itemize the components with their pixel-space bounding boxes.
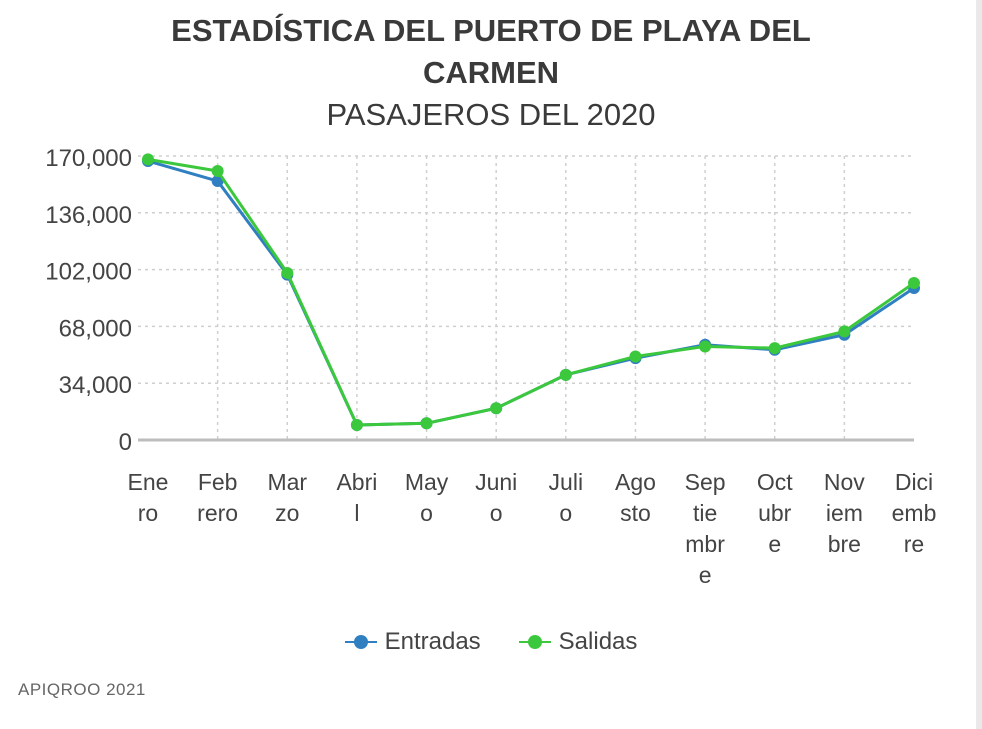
x-tick-label: Dici emb re: [892, 469, 937, 557]
x-tick-label: Sep tie mbr e: [685, 469, 726, 588]
data-point-salidas: [281, 266, 294, 279]
data-point-salidas: [908, 276, 920, 289]
chart-title-line-1: ESTADÍSTICA DEL PUERTO DE PLAYA DEL: [171, 13, 811, 48]
legend-label-entradas: Entradas: [384, 628, 481, 655]
series-line-salidas: [147, 157, 915, 427]
legend-label-salidas: Salidas: [558, 628, 638, 655]
data-point-salidas: [838, 325, 851, 338]
y-tick-label: 34,000: [59, 372, 132, 399]
scroll-edge: [976, 0, 982, 729]
legend-marker-entradas: [344, 634, 377, 650]
data-point-salidas: [629, 350, 642, 363]
series-line-entradas: [147, 159, 915, 427]
chart-title-line-2: CARMEN: [422, 55, 560, 90]
data-point-salidas: [559, 368, 572, 381]
y-tick-label: 68,000: [59, 315, 132, 342]
x-tick-label: Juni o: [475, 469, 517, 526]
x-tick-label: Oct ubr e: [757, 469, 793, 557]
x-tick-label: Feb rero: [197, 469, 238, 526]
x-tick-label: Juli o: [549, 469, 584, 526]
x-tick-label: Abri l: [336, 469, 377, 526]
x-tick-label: Ene ro: [128, 469, 169, 526]
y-tick-label: 0: [119, 429, 132, 456]
source-note: APIQROO 2021: [18, 680, 146, 699]
legend-item-entradas[interactable]: Entradas: [344, 628, 481, 656]
data-point-salidas: [490, 402, 503, 415]
y-tick-label: 136,000: [45, 202, 132, 229]
data-point-salidas: [768, 342, 781, 355]
data-point-salidas: [350, 418, 363, 431]
x-tick-label: Ago sto: [615, 469, 656, 526]
x-tick-label: May o: [405, 469, 449, 526]
data-point-salidas: [699, 340, 712, 353]
x-tick-label: Nov iem bre: [824, 469, 865, 557]
data-point-salidas: [211, 165, 224, 178]
chart-subtitle: PASAJEROS DEL 2020: [326, 97, 656, 132]
legend-marker-salidas: [518, 634, 551, 650]
chart-legend: Entradas Salidas: [0, 628, 982, 656]
y-tick-label: 102,000: [45, 259, 132, 286]
data-point-salidas: [142, 153, 154, 166]
x-tick-label: Mar zo: [267, 469, 307, 526]
chart-title: ESTADÍSTICA DEL PUERTO DE PLAYA DEL CARM…: [0, 10, 982, 94]
legend-item-salidas[interactable]: Salidas: [518, 628, 638, 656]
data-point-salidas: [420, 417, 433, 430]
y-tick-label: 170,000: [45, 145, 132, 172]
